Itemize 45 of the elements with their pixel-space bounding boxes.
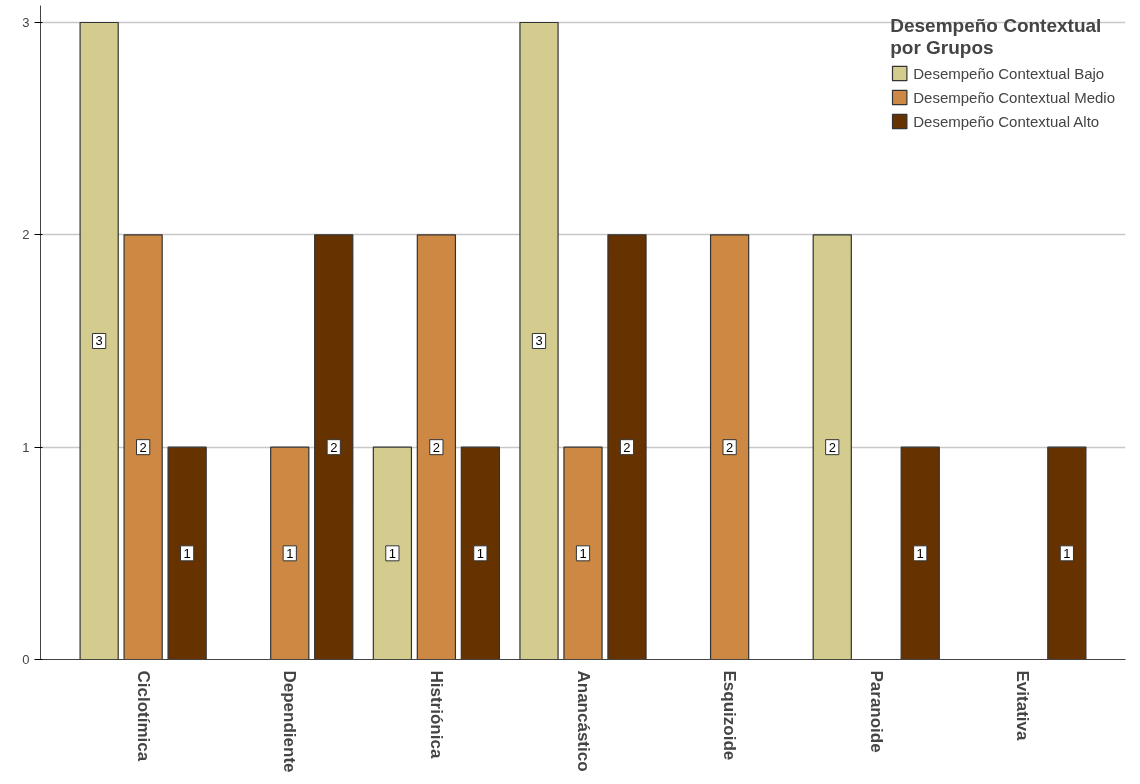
bar — [1047, 446, 1087, 660]
bar — [812, 234, 852, 660]
bar — [79, 21, 119, 660]
y-tick-label: 2 — [22, 227, 30, 243]
bar — [372, 446, 413, 660]
y-tick-label: 0 — [22, 652, 30, 667]
x-tick-label: Evitativa — [1013, 670, 1033, 741]
legend-label: Desempeño Contextual Medio — [913, 88, 1115, 106]
data-label: 1 — [476, 545, 484, 561]
data-label: 1 — [388, 545, 397, 561]
bar — [314, 234, 354, 660]
x-tick-label: Histriónica — [426, 670, 446, 759]
data-label: 1 — [1063, 545, 1071, 561]
bar — [167, 446, 207, 660]
data-label: 2 — [726, 439, 734, 455]
data-label: 3 — [535, 333, 543, 349]
y-tick-label: 1 — [22, 439, 30, 455]
bar — [607, 234, 647, 660]
data-label: 2 — [623, 439, 631, 455]
data-label: 2 — [139, 439, 147, 455]
bar — [416, 234, 457, 660]
bar — [460, 446, 501, 660]
x-tick-label: Paranoide — [866, 670, 886, 753]
legend-title: Desempeño Contextual por Grupos — [890, 15, 1103, 59]
x-tick-label: Anancástico — [573, 670, 593, 772]
data-label: 2 — [330, 439, 338, 455]
bar — [563, 446, 603, 660]
bar — [900, 446, 940, 660]
data-label: 1 — [579, 545, 587, 561]
data-label: 1 — [286, 545, 294, 561]
data-label: 3 — [95, 333, 103, 349]
data-label: 2 — [828, 439, 836, 455]
data-label: 2 — [432, 439, 440, 455]
data-label: 1 — [916, 545, 924, 561]
x-tick-label: Esquizoide — [720, 670, 740, 761]
data-label: 1 — [183, 545, 191, 561]
bar — [709, 234, 750, 660]
y-tick-label: 3 — [22, 14, 30, 30]
legend-label: Desempeño Contextual Alto — [913, 112, 1100, 130]
x-tick-label: Dependiente — [280, 670, 300, 773]
x-tick-label: Ciclotímica — [133, 670, 153, 762]
bar — [123, 234, 163, 660]
bar — [519, 21, 559, 660]
bar — [270, 446, 310, 660]
legend-label: Desempeño Contextual Bajo — [913, 64, 1105, 82]
